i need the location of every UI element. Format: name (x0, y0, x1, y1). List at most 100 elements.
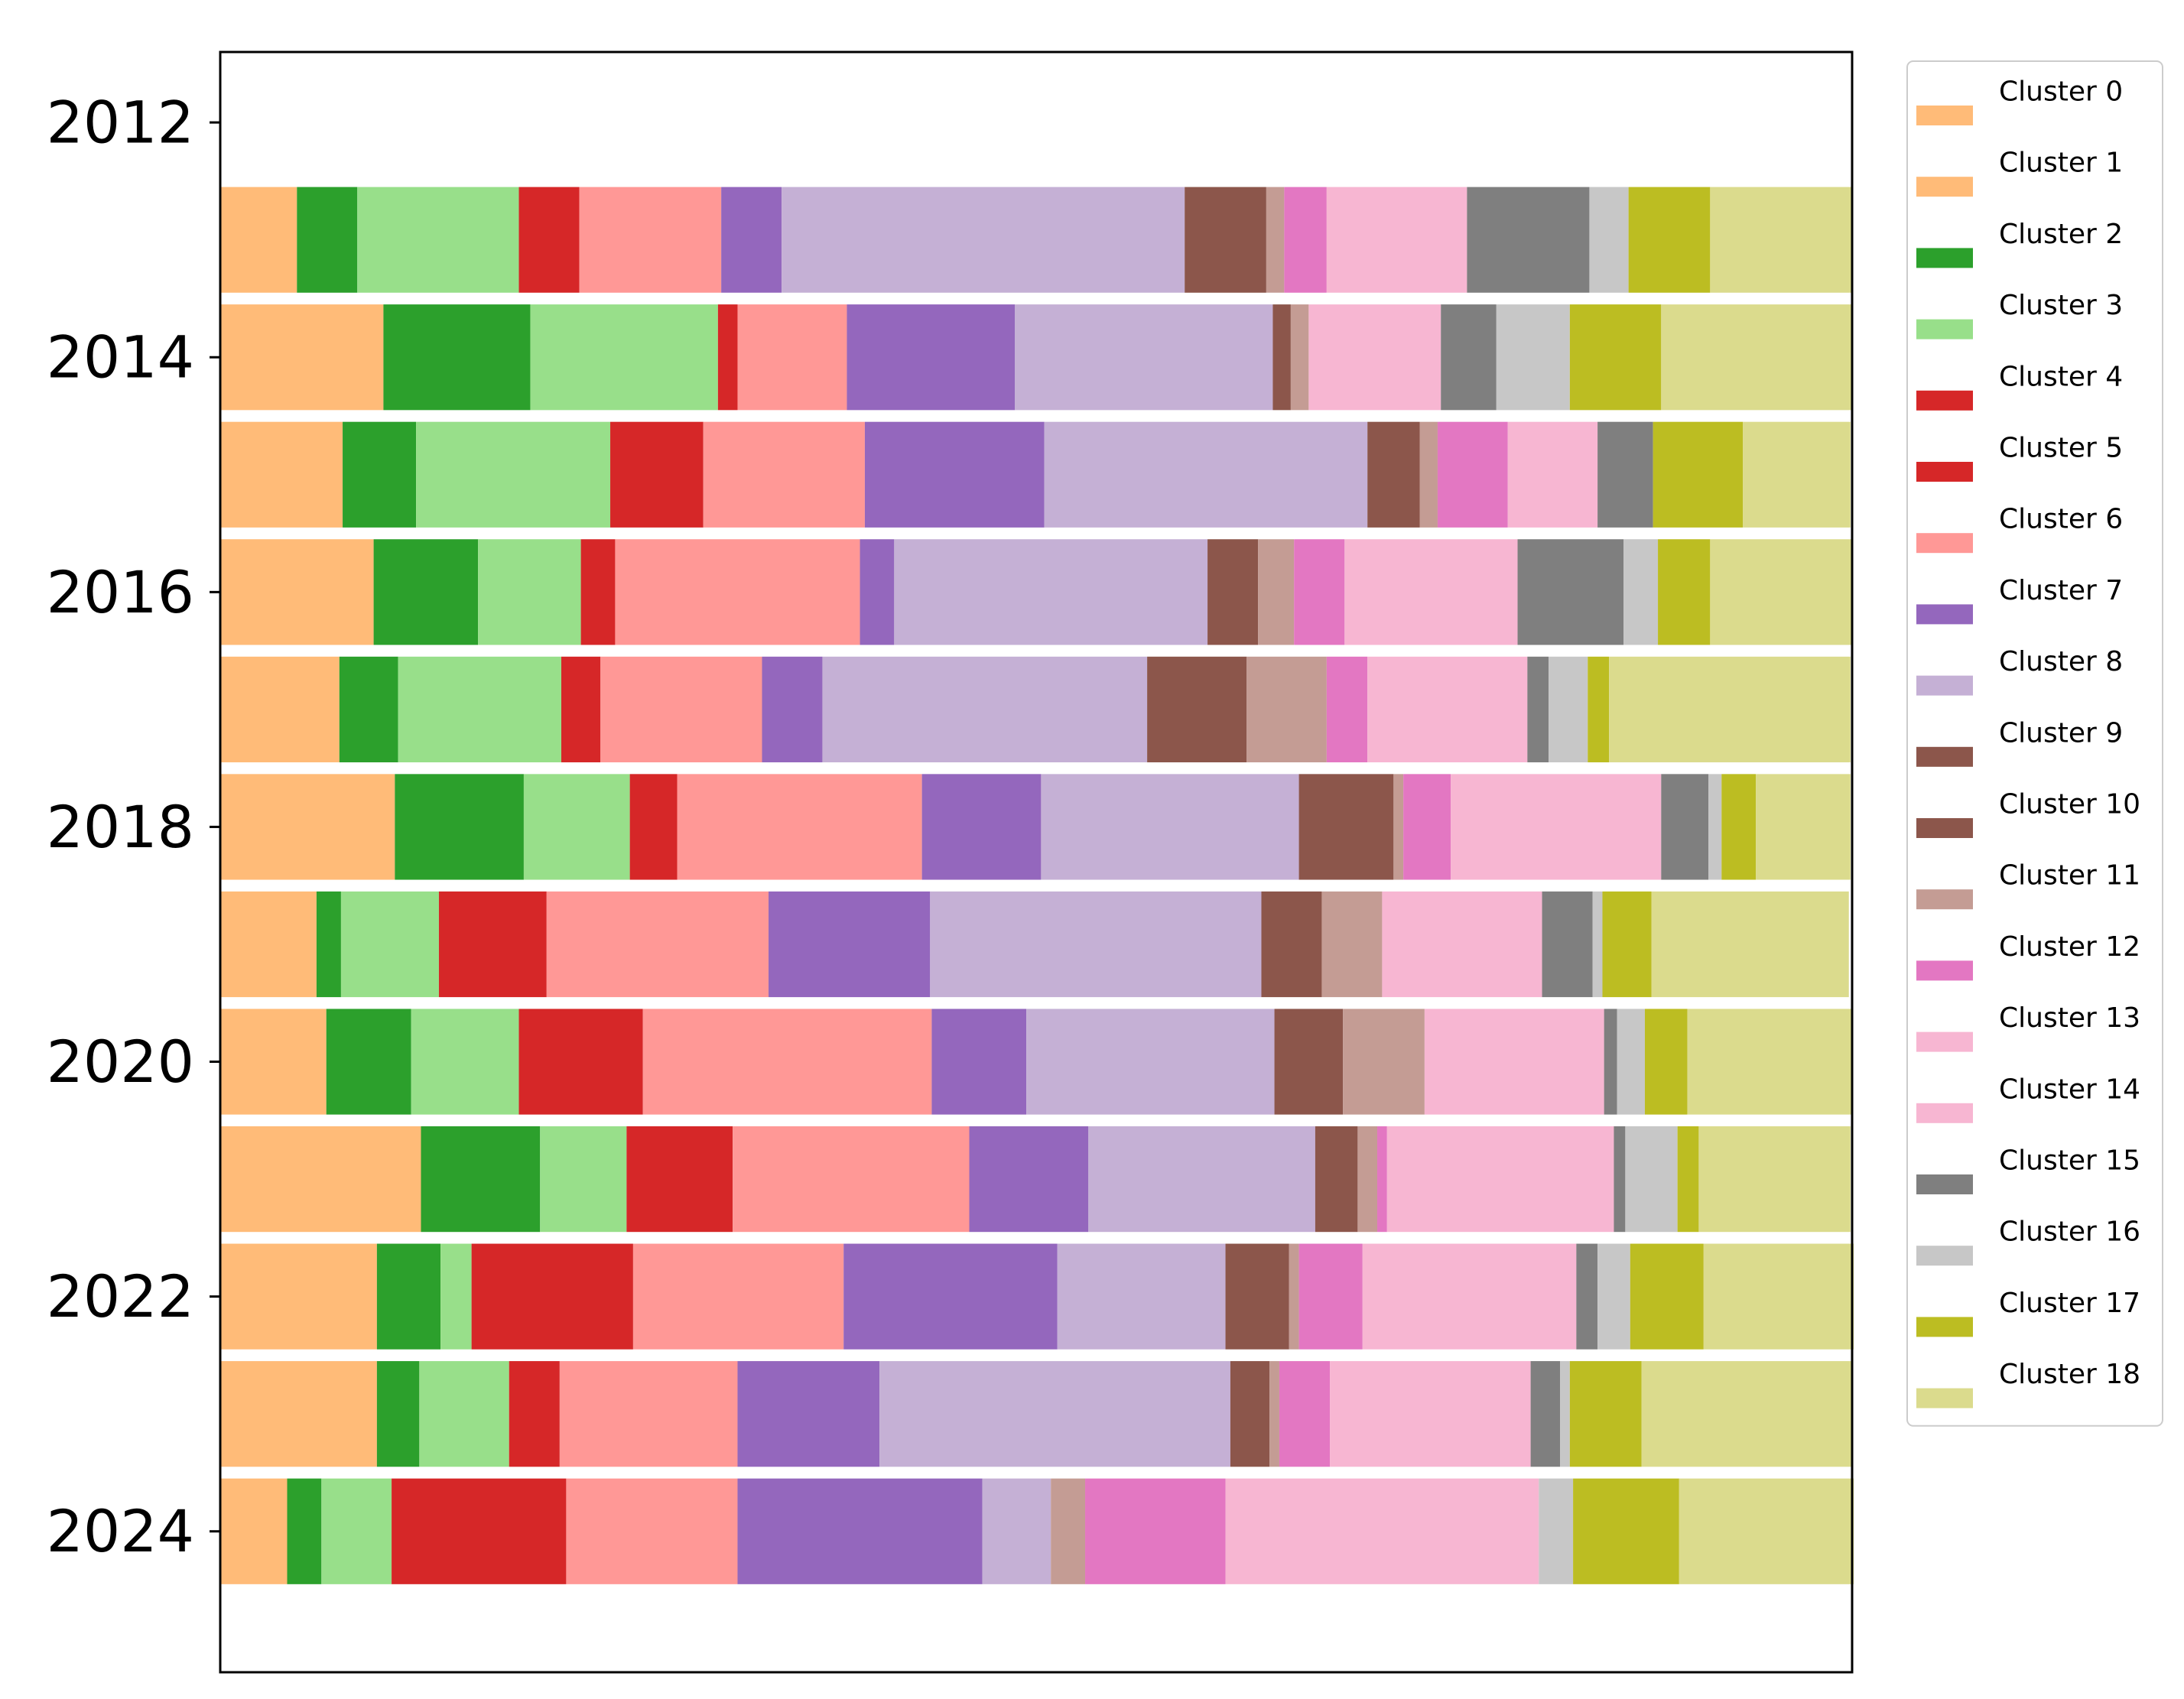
bar-segment-2023-cluster-15 (1530, 1361, 1561, 1467)
bar-segment-2015-cluster-8 (1044, 421, 1368, 528)
bar-segment-2020-cluster-7 (931, 1009, 1027, 1115)
bar-segment-2018-cluster-16 (1708, 774, 1722, 880)
legend-swatch-cluster-3 (1916, 319, 1973, 339)
bar-segment-2017-cluster-9 (1147, 656, 1247, 762)
bar-segment-2022-cluster-2 (376, 1243, 441, 1350)
bar-segment-2019-cluster-15 (1542, 891, 1593, 998)
bar-segment-2022-cluster-17 (1630, 1243, 1704, 1350)
bar-segment-2018-cluster-3 (523, 774, 630, 880)
bar-segment-2024-cluster-2 (287, 1478, 322, 1584)
bar-segment-2020-cluster-9 (1274, 1009, 1344, 1115)
bar-segment-2020-cluster-2 (326, 1009, 411, 1115)
y-tick-label-2024: 2024 (47, 1497, 194, 1565)
bar-segment-2024-cluster-6 (566, 1478, 738, 1584)
bar-segment-2021-cluster-6 (733, 1126, 970, 1233)
bar-segment-2013-cluster-7 (721, 187, 782, 293)
legend-swatch-cluster-9 (1916, 746, 1973, 767)
bar-segment-2024-cluster-13 (1225, 1478, 1539, 1584)
legend-swatch-cluster-16 (1916, 1246, 1973, 1266)
bar-segment-2021-cluster-3 (540, 1126, 627, 1233)
legend-swatch-cluster-2 (1916, 248, 1973, 268)
legend-swatch-cluster-13 (1916, 1031, 1973, 1052)
bar-segment-2022-cluster-3 (440, 1243, 472, 1350)
legend-swatch-cluster-12 (1916, 960, 1973, 981)
bar-segment-2015-cluster-4 (610, 421, 704, 528)
bar-segment-2023-cluster-9 (1230, 1361, 1270, 1467)
bar-segment-2016-cluster-16 (1623, 539, 1659, 645)
legend-label-cluster-11: Cluster 11 (1999, 860, 2140, 892)
bar-segment-2022-cluster-7 (843, 1243, 1058, 1350)
bar-segment-2016-cluster-4 (580, 539, 616, 645)
bar-segment-2022-cluster-8 (1057, 1243, 1226, 1350)
legend-swatch-cluster-18 (1916, 1388, 1973, 1408)
bar-segment-2021-cluster-2 (421, 1126, 541, 1233)
bar-segment-2015-cluster-12 (1437, 421, 1508, 528)
bar-segment-2021-cluster-18 (1698, 1126, 1851, 1233)
bar-segment-2024-cluster-8 (982, 1478, 1051, 1584)
bar-segment-2022-cluster-15 (1576, 1243, 1598, 1350)
bar-segment-2016-cluster-8 (894, 539, 1208, 645)
legend-label-cluster-15: Cluster 15 (1999, 1145, 2140, 1177)
bar-segment-2024-cluster-0 (220, 1478, 288, 1584)
legend-label-cluster-5: Cluster 5 (1999, 433, 2123, 464)
bar-segment-2017-cluster-0 (220, 656, 340, 762)
bar-segment-2016-cluster-18 (1710, 539, 1852, 645)
bar-segment-2015-cluster-17 (1653, 421, 1744, 528)
bar-segment-2020-cluster-15 (1604, 1009, 1617, 1115)
bar-segment-2014-cluster-9 (1272, 304, 1291, 411)
bar-segment-2013-cluster-4 (518, 187, 580, 293)
bar-segment-2014-cluster-6 (737, 304, 847, 411)
bar-segment-2021-cluster-17 (1677, 1126, 1699, 1233)
legend-label-cluster-16: Cluster 16 (1999, 1217, 2140, 1248)
y-axis: 2012 2014 2016 2018 2020 2022 2024 (47, 89, 220, 1565)
legend-swatch-cluster-17 (1916, 1317, 1973, 1337)
bar-segment-2016-cluster-2 (373, 539, 479, 645)
bar-segment-2015-cluster-11 (1419, 421, 1438, 528)
legend-swatch-cluster-14 (1916, 1103, 1973, 1123)
bar-segment-2020-cluster-17 (1644, 1009, 1688, 1115)
bar-segment-2016-cluster-12 (1294, 539, 1345, 645)
bar-segment-2017-cluster-11 (1246, 656, 1327, 762)
y-tick-label-2012: 2012 (47, 89, 194, 157)
bar-segment-2015-cluster-2 (343, 421, 417, 528)
bar-segment-2017-cluster-18 (1609, 656, 1851, 762)
bar-segment-2018-cluster-12 (1403, 774, 1451, 880)
bar-segment-2018-cluster-11 (1393, 774, 1404, 880)
legend-label-cluster-2: Cluster 2 (1999, 219, 2123, 250)
bar-segment-2018-cluster-9 (1298, 774, 1394, 880)
bar-segment-2014-cluster-13 (1308, 304, 1441, 411)
y-tick-label-2014: 2014 (47, 323, 194, 391)
bar-segment-2024-cluster-17 (1573, 1478, 1679, 1584)
bar-segment-2014-cluster-2 (383, 304, 531, 411)
legend-label-cluster-4: Cluster 4 (1999, 361, 2123, 392)
bar-segment-2020-cluster-13 (1424, 1009, 1604, 1115)
legend-label-cluster-13: Cluster 13 (1999, 1002, 2140, 1034)
bar-segment-2021-cluster-13 (1386, 1126, 1614, 1233)
bar-segment-2023-cluster-7 (737, 1361, 880, 1467)
bar-segment-2022-cluster-11 (1289, 1243, 1299, 1350)
bar-segment-2019-cluster-16 (1592, 891, 1603, 998)
bar-segment-2014-cluster-7 (847, 304, 1016, 411)
bar-segment-2013-cluster-17 (1628, 187, 1711, 293)
bar-segment-2018-cluster-2 (395, 774, 524, 880)
bar-segment-2020-cluster-6 (642, 1009, 932, 1115)
legend-swatch-cluster-11 (1916, 889, 1973, 910)
bar-segment-2020-cluster-0 (220, 1009, 327, 1115)
legend-label-cluster-8: Cluster 8 (1999, 646, 2123, 677)
axes-frame (219, 50, 1854, 1674)
bar-segment-2018-cluster-6 (677, 774, 922, 880)
bar-segment-2013-cluster-3 (357, 187, 519, 293)
bar-segment-2023-cluster-3 (419, 1361, 509, 1467)
bar-segment-2017-cluster-15 (1527, 656, 1549, 762)
bar-segment-2017-cluster-6 (600, 656, 762, 762)
y-tick-label-2016: 2016 (47, 558, 194, 626)
bar-segment-2024-cluster-7 (737, 1478, 983, 1584)
bar-segment-2013-cluster-6 (579, 187, 722, 293)
bar-segment-2022-cluster-0 (220, 1243, 377, 1350)
bar-segment-2016-cluster-15 (1517, 539, 1624, 645)
bar-segment-2017-cluster-4 (561, 656, 601, 762)
bar-segment-2020-cluster-8 (1026, 1009, 1275, 1115)
legend-swatch-cluster-6 (1916, 533, 1973, 554)
bar-segment-2014-cluster-17 (1569, 304, 1662, 411)
